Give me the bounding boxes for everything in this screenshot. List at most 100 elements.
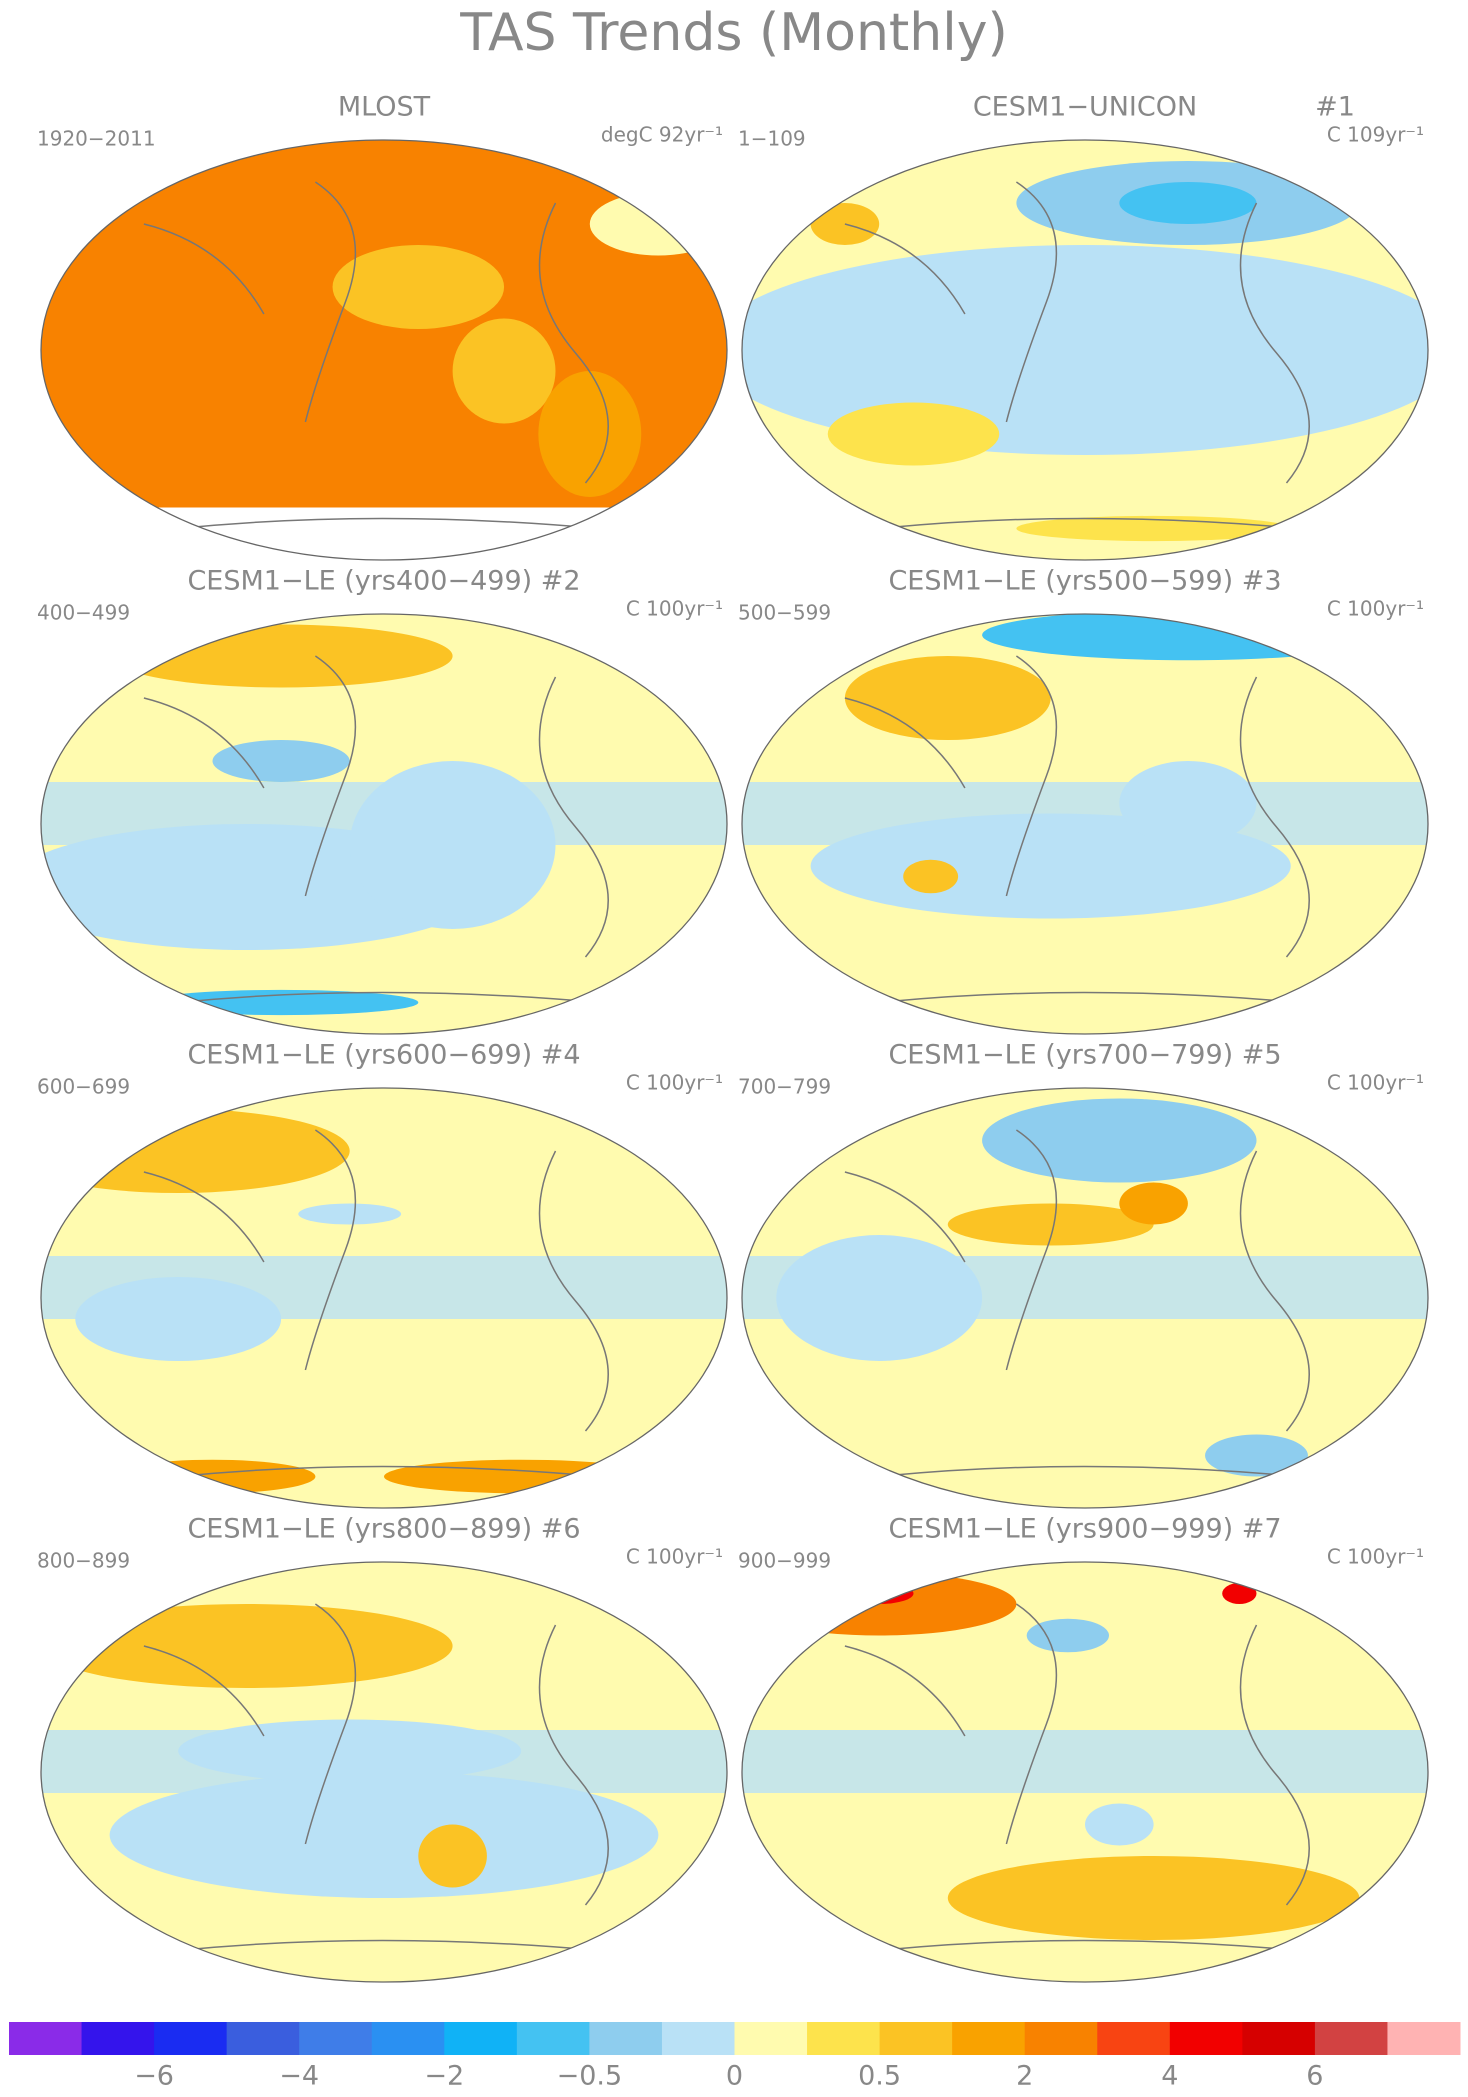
colorbar-box	[661, 2022, 735, 2055]
panel-title: CESM1−LE (yrs700−799) #5	[888, 1040, 1281, 1071]
panel-period: 600−699	[37, 1075, 130, 1099]
panel-units: C 109yr⁻¹	[1327, 123, 1424, 147]
map-field	[384, 1459, 659, 1494]
panel-period: 1920−2011	[37, 127, 156, 151]
map-outline	[40, 1561, 728, 1983]
colorbar-box	[371, 2022, 445, 2055]
panel-period: 1−109	[738, 127, 806, 151]
map-field	[947, 1203, 1154, 1246]
colorbar-box	[589, 2022, 663, 2055]
map-field	[1119, 182, 1257, 224]
colorbar-label: −0.5	[557, 2061, 623, 2092]
map-field	[41, 1109, 350, 1193]
colorbar-box	[1097, 2022, 1171, 2055]
panel-units: C 100yr⁻¹	[1327, 597, 1424, 621]
map-field	[212, 740, 350, 782]
map-outline	[741, 613, 1429, 1035]
panel-title: CESM1−LE (yrs800−899) #6	[187, 1514, 580, 1545]
map-outline	[40, 613, 728, 1035]
map-field	[109, 1459, 316, 1494]
colorbar-box	[299, 2022, 373, 2055]
panel-period: 700−799	[738, 1075, 831, 1099]
colorbar-box	[952, 2022, 1026, 2055]
map-field	[538, 371, 642, 497]
figure-title: TAS Trends (Monthly)	[459, 3, 1008, 63]
colorbar-box	[1387, 2022, 1461, 2055]
colorbar-box	[1024, 2022, 1098, 2055]
panel-units: degC 92yr⁻¹	[601, 123, 723, 147]
map-field	[1119, 1182, 1188, 1225]
map	[742, 614, 1428, 1034]
map-field	[844, 656, 1051, 740]
map-field	[41, 1604, 453, 1688]
panel-title: CESM1−LE (yrs600−699) #4	[187, 1040, 580, 1071]
map-cool-band	[742, 1730, 1428, 1793]
colorbar-box	[9, 2022, 83, 2055]
panel-period: 900−999	[738, 1549, 831, 1573]
map-field	[298, 1203, 402, 1225]
map	[41, 1562, 727, 1982]
coastline	[844, 1129, 1310, 1478]
panel-title: CESM1−LE (yrs500−599) #3	[888, 566, 1281, 597]
colorbar-box	[516, 2022, 590, 2055]
panel-period: 800−899	[37, 1549, 130, 1573]
panel-units: C 100yr⁻¹	[626, 1545, 723, 1569]
map-field	[418, 1824, 487, 1888]
map-field	[332, 245, 505, 329]
panel-units: C 100yr⁻¹	[626, 1071, 723, 1095]
map-field	[947, 1856, 1360, 1940]
map	[742, 1562, 1428, 1982]
colorbar-label: −4	[279, 2061, 319, 2092]
map-field	[109, 624, 453, 688]
map-field	[827, 402, 1000, 466]
map	[742, 1088, 1428, 1508]
panel-title: MLOST	[338, 92, 431, 123]
map	[742, 140, 1428, 560]
map-field	[178, 1719, 522, 1783]
map-outline	[40, 1087, 728, 1509]
map-outline	[741, 139, 1429, 561]
coastline	[844, 655, 1310, 1004]
map-field	[75, 1277, 282, 1361]
colorbar-label: −2	[424, 2061, 464, 2092]
panel-title: CESM1−UNICON	[973, 92, 1197, 123]
map-field	[1222, 1583, 1257, 1604]
colorbar-box	[226, 2022, 300, 2055]
map	[41, 140, 727, 560]
coastline	[143, 181, 609, 530]
coastline	[143, 1603, 609, 1952]
colorbar-box	[1169, 2022, 1243, 2055]
map	[41, 1088, 727, 1508]
colorbar-box	[154, 2022, 228, 2055]
coastline	[143, 655, 609, 1004]
map-field	[452, 318, 556, 424]
colorbar-box	[879, 2022, 953, 2055]
map-field	[982, 1098, 1257, 1183]
map-field	[742, 245, 1428, 455]
panel-units: C 100yr⁻¹	[1327, 1545, 1424, 1569]
colorbar-box	[81, 2022, 155, 2055]
map-field	[1026, 1618, 1110, 1653]
panel-period: 400−499	[37, 601, 130, 625]
map-field	[1205, 1434, 1308, 1477]
map-field	[776, 1235, 983, 1361]
colorbar-label: 0	[726, 2061, 743, 2092]
map-outline	[40, 139, 728, 561]
panel-title: CESM1−LE (yrs400−499) #2	[187, 566, 580, 597]
colorbar-box	[734, 2022, 808, 2055]
colorbar-label: 2	[1016, 2061, 1033, 2092]
map	[41, 614, 727, 1034]
colorbar-box	[1314, 2022, 1388, 2055]
coastline	[143, 1129, 609, 1478]
colorbar-box	[807, 2022, 881, 2055]
colorbar-box	[1242, 2022, 1316, 2055]
map-field	[903, 859, 959, 894]
map-field	[349, 761, 556, 929]
coastline	[844, 181, 1310, 530]
colorbar-label: 6	[1306, 2061, 1323, 2092]
colorbar-label: 4	[1161, 2061, 1178, 2092]
colorbar-label: 0.5	[858, 2061, 901, 2092]
panel-tag: #1	[1315, 92, 1355, 123]
map-field	[109, 1772, 659, 1898]
